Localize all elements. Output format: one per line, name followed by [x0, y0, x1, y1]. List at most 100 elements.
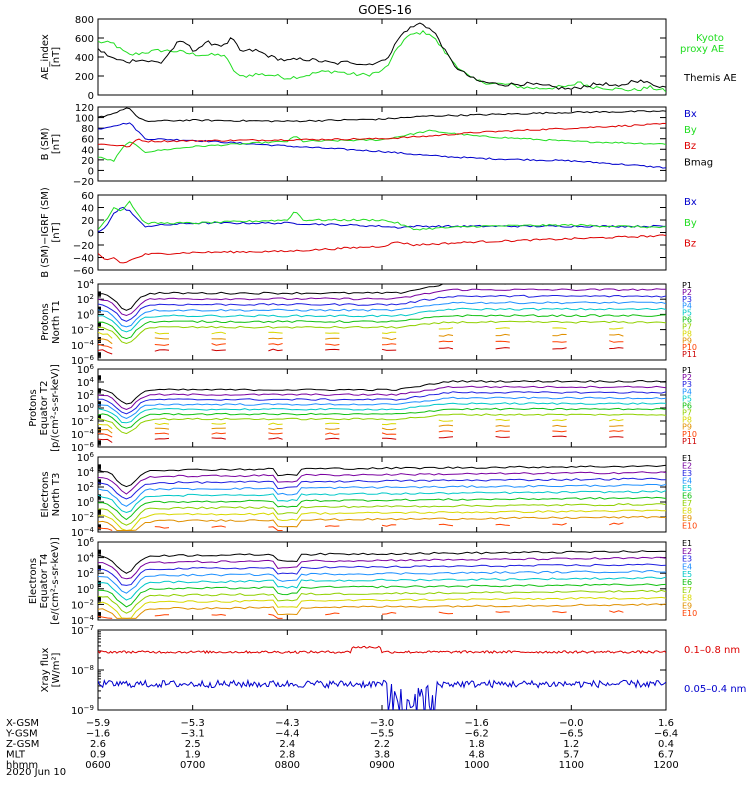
- row-value: 0.4: [658, 739, 674, 750]
- y-axis-label: [nT]: [51, 47, 62, 67]
- y-tick-label: 40: [81, 204, 94, 215]
- channel-line-p7: [98, 413, 666, 435]
- row-value: 1100: [559, 760, 584, 771]
- channel-line-e1: [98, 464, 666, 488]
- legend-entry-xray-0: 0.1–0.8 nm: [684, 645, 740, 656]
- y-axis-label: Protons: [28, 389, 39, 426]
- y-axis-label: [W/m²]: [51, 652, 62, 687]
- y-tick-label: 102: [77, 567, 94, 580]
- xray-line-0: [98, 645, 666, 654]
- row-value: −0.0: [559, 718, 583, 729]
- row-label-hhmm: hhmm: [6, 760, 38, 771]
- channel-line-e4: [98, 569, 666, 594]
- y-axis-label: Electrons: [28, 558, 39, 604]
- legend-entry-p9: P9: [682, 336, 692, 345]
- y-tick-label: 106: [77, 363, 95, 376]
- channel-line-p1: [98, 379, 666, 405]
- legend-entry-xray-1: 0.05–0.4 nm: [684, 684, 746, 695]
- row-value: 1000: [464, 760, 489, 771]
- panel-frame: [97, 368, 667, 448]
- y-tick-label: 102: [77, 293, 94, 306]
- y-tick-label: 106: [77, 536, 95, 549]
- orbit-table: X-GSM −5.9 −5.3 −4.3 −3.0 −1.6 −0.0 1.6 Y-GSM −1.…: [5, 718, 679, 771]
- row-label-mlt: MLT: [6, 750, 26, 761]
- plot-area: [98, 284, 666, 354]
- row-label-z-gsm: Z-GSM: [6, 739, 39, 750]
- legend-entry-e2: E2: [682, 462, 692, 471]
- y-tick-label: −20: [73, 241, 94, 252]
- date-label: 2020 Jun 10: [6, 767, 66, 778]
- legend-entry-p10: P10: [682, 343, 697, 352]
- legend-entry-themis-ae: Themis AE: [683, 73, 737, 84]
- y-tick-label: 0: [88, 166, 94, 177]
- row-value: −3.0: [370, 718, 394, 729]
- row-value: 4.8: [469, 750, 485, 761]
- row-value: −1.6: [465, 718, 489, 729]
- y-axis-label: Xray flux: [40, 648, 51, 693]
- plot-area: [98, 107, 666, 169]
- y-axis-label: [p/(cm²-s-sr-keV)]: [50, 364, 61, 452]
- legend-entry-p4: P4: [682, 387, 692, 396]
- y-tick-label: −40: [73, 254, 94, 265]
- legend-entry-p6: P6: [682, 316, 692, 325]
- plot-title: GOES-16: [358, 3, 412, 17]
- legend-entry-e3: E3: [682, 555, 692, 564]
- y-tick-label: 100: [75, 114, 94, 125]
- legend-entry-p5: P5: [682, 394, 692, 403]
- y-tick-label: 100: [77, 402, 94, 415]
- plot-area: [98, 379, 666, 443]
- legend-entry-e10: E10: [682, 609, 697, 618]
- channel-line-p4: [98, 396, 666, 420]
- row-value: 0700: [180, 760, 205, 771]
- channel-line-p9: [98, 334, 666, 343]
- y-tick-label: 10−9: [71, 704, 94, 717]
- y-tick-label: 100: [77, 496, 94, 509]
- row-value: 0.9: [90, 750, 106, 761]
- y-tick-label: 10−4: [71, 339, 95, 352]
- y-tick-label: 10−4: [71, 428, 95, 441]
- y-tick-label: 80: [81, 124, 94, 135]
- legend-entry-p11: P11: [682, 437, 697, 446]
- row-value: 1.8: [469, 739, 485, 750]
- legend-entry-bz: Bz: [684, 239, 696, 250]
- legend-entry-e1: E1: [682, 539, 692, 548]
- y-axis-label: Equator T4: [39, 554, 50, 609]
- y-tick-label: 60: [81, 191, 94, 202]
- legend-entry-e10: E10: [682, 522, 697, 531]
- channel-line-e3: [98, 477, 666, 500]
- row-value: 1.9: [185, 750, 201, 761]
- channel-line-e8: [98, 509, 666, 532]
- legend-entry-p8: P8: [682, 416, 692, 425]
- y-tick-label: −20: [73, 177, 94, 188]
- channel-line-e5: [98, 576, 666, 601]
- channel-line-p10: [98, 341, 666, 349]
- y-tick-label: 10−8: [71, 664, 94, 677]
- channel-line-e7: [98, 589, 666, 614]
- y-tick-label: 10−2: [71, 415, 94, 428]
- y-axis-label: [nT]: [51, 222, 62, 242]
- channel-line-p5: [98, 402, 666, 424]
- row-value: 2.8: [279, 750, 295, 761]
- legend-entry-p8: P8: [682, 329, 692, 338]
- channel-line-p3: [98, 294, 666, 322]
- y-tick-label: 0: [88, 229, 94, 240]
- y-tick-label: 10−2: [71, 511, 94, 524]
- plot-area: [98, 22, 666, 93]
- legend-entry-e4: E4: [682, 477, 692, 486]
- channel-line-p8: [98, 328, 666, 339]
- row-value: 2.2: [374, 739, 390, 750]
- legend-entry-p3: P3: [682, 295, 692, 304]
- row-value: 5.7: [563, 750, 579, 761]
- channel-line-p8: [98, 419, 666, 428]
- legend-entry-p5: P5: [682, 309, 692, 318]
- y-tick-label: 400: [75, 53, 94, 64]
- legend-entry-p2: P2: [682, 373, 692, 382]
- y-axis-label: Protons: [40, 303, 51, 340]
- y-tick-label: 20: [81, 216, 94, 227]
- legend-entry-p1: P1: [682, 366, 692, 375]
- series-line-themis-ae: [98, 22, 666, 90]
- series-line-by: [98, 129, 666, 162]
